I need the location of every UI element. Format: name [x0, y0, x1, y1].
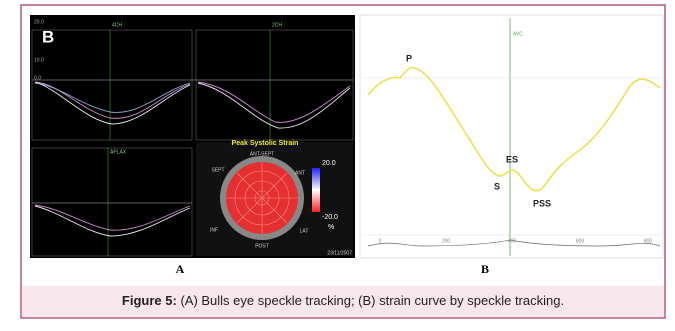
figure: B 4CH 2CH APLAX 20.0 10.0 0.0 Peak Systo…	[0, 0, 675, 326]
point-label: P	[406, 53, 412, 63]
date: 23/11/2007	[327, 250, 352, 256]
bullseye-title: Peak Systolic Strain	[232, 140, 299, 147]
segment-label: INF	[210, 227, 218, 233]
segment-label: LAT	[300, 228, 309, 234]
sublabel: A	[176, 262, 185, 276]
x-label: 400	[508, 238, 517, 244]
sublabel: B	[481, 262, 489, 276]
segment-label: ANT	[295, 170, 305, 176]
x-label: 800	[644, 238, 653, 244]
scale-min: -20.0	[322, 214, 338, 221]
scale-max: 20.0	[322, 160, 336, 167]
view-label: 4CH	[112, 22, 122, 28]
panel-b	[360, 15, 663, 258]
panel-label: B	[42, 27, 54, 46]
view-label: APLAX	[110, 149, 127, 155]
caption-label: Figure 5:	[122, 293, 177, 308]
page: {"figure": { "panel_a": {"label": "B", "…	[0, 0, 675, 326]
view-label: 2CH	[272, 22, 282, 28]
point-label: PSS	[533, 198, 551, 208]
caption-text: (A) Bulls eye speckle tracking; (B) stra…	[180, 293, 564, 308]
x-label: 0	[379, 238, 382, 244]
axis-label: 0.0	[34, 75, 41, 81]
axis-label: 20.0	[34, 19, 44, 25]
segment-label: POST	[255, 243, 269, 249]
avc-label: AVC	[513, 31, 523, 37]
bullseye	[220, 156, 304, 240]
x-label: 600	[576, 238, 585, 244]
point-label: S	[494, 181, 500, 191]
axis-label: 10.0	[34, 57, 44, 63]
point-label: ES	[506, 154, 518, 164]
caption: Figure 5: (A) Bulls eye speckle tracking…	[122, 293, 564, 308]
x-label: 200	[442, 238, 451, 244]
color-scale	[312, 168, 320, 212]
segment-label: ANT-SEPT	[250, 151, 274, 157]
scale-unit: %	[328, 224, 334, 231]
segment-label: SEPT	[211, 167, 224, 173]
